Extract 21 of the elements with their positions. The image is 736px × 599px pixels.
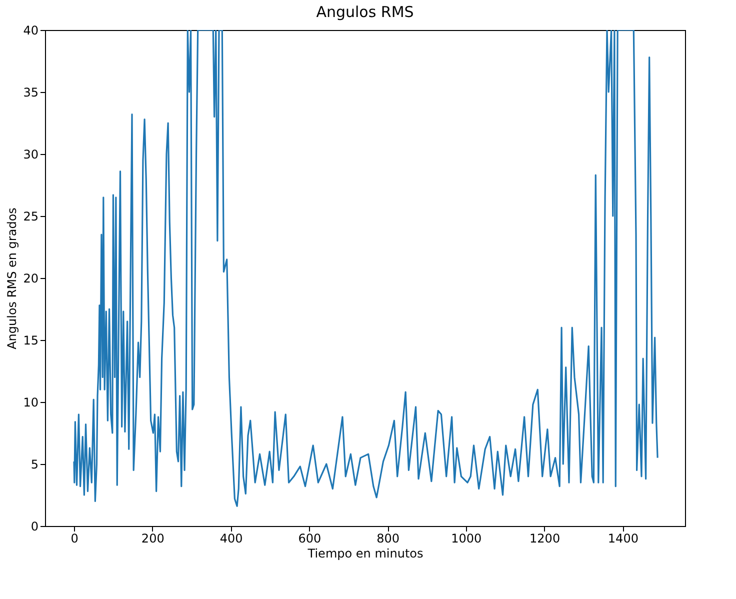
y-tick-label: 35 bbox=[23, 86, 38, 100]
x-tick-label: 600 bbox=[298, 532, 322, 546]
line-series bbox=[73, 30, 658, 507]
y-tick-label: 5 bbox=[30, 458, 38, 472]
x-tick-label: 800 bbox=[376, 532, 400, 546]
y-tick-label: 30 bbox=[23, 148, 38, 162]
y-tick-label: 20 bbox=[23, 272, 38, 286]
y-axis-title: Angulos RMS en grados bbox=[5, 208, 20, 350]
x-tick-label: 1200 bbox=[530, 532, 560, 546]
x-axis-title: Tiempo en minutos bbox=[306, 546, 424, 560]
x-tick-label: 0 bbox=[70, 532, 78, 546]
chart-title: Angulos RMS bbox=[316, 3, 414, 21]
x-tick-label: 200 bbox=[141, 532, 164, 546]
x-tick-label: 400 bbox=[220, 532, 243, 546]
x-tick-label: 1400 bbox=[608, 532, 638, 546]
y-tick-label: 15 bbox=[23, 334, 38, 348]
y-tick-label: 0 bbox=[30, 520, 38, 534]
y-tick-label: 10 bbox=[23, 396, 38, 410]
x-tick-label: 1000 bbox=[451, 532, 482, 546]
y-tick-label: 25 bbox=[23, 210, 38, 224]
y-tick-label: 40 bbox=[23, 24, 38, 38]
